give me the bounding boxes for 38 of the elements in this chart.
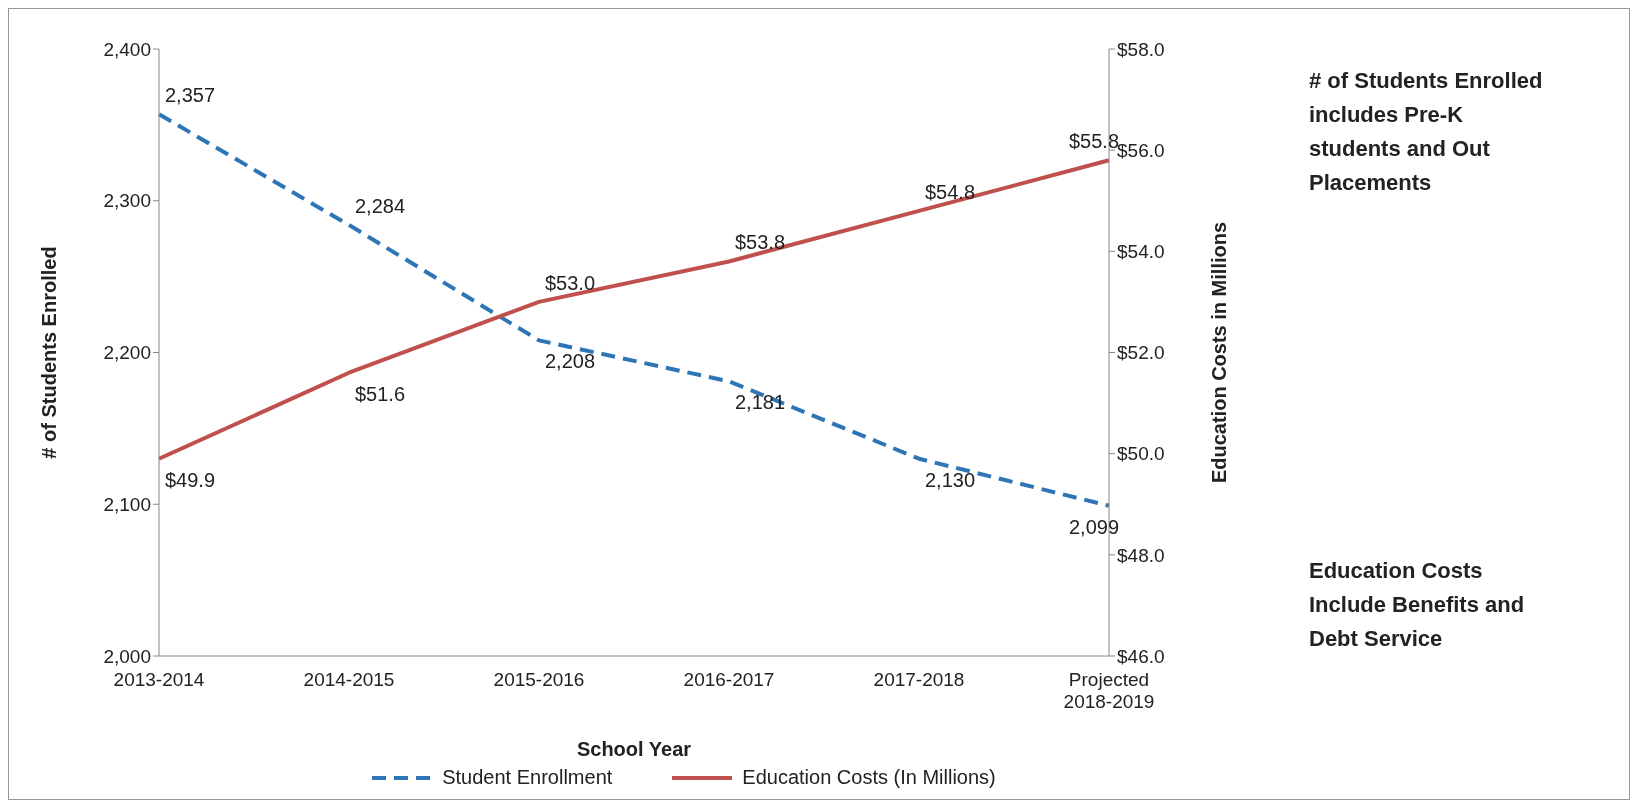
data-label: $49.9	[165, 468, 216, 491]
y2-tick-label: $46.0	[1117, 645, 1165, 667]
data-label: 2,099	[1069, 515, 1120, 538]
y-tick-label: 2,400	[103, 38, 151, 60]
y2-axis-title: Education Costs in Millions	[1208, 221, 1231, 484]
line-series	[157, 158, 1111, 461]
x-axis-title: School Year	[576, 738, 692, 760]
data-label: 2,284	[355, 195, 406, 218]
y2-tick-label: $58.0	[1117, 38, 1165, 60]
data-label: $53.0	[545, 271, 596, 294]
y-axis-title: # of Students Enrolled	[38, 246, 61, 459]
data-label: $53.8	[735, 231, 786, 254]
y2-tick-label: $48.0	[1117, 544, 1165, 566]
x-tick-label: Projected 2018-2019	[1063, 669, 1155, 712]
y-tick-label: 2,300	[103, 190, 151, 212]
data-label: $55.8	[1069, 130, 1120, 153]
x-tick-label: 2016-2017	[683, 669, 775, 690]
data-label: $51.6	[355, 382, 406, 405]
data-label: 2,208	[545, 350, 596, 373]
y2-tick-label: $52.0	[1117, 342, 1165, 364]
legend-label: Education Costs (In Millions)	[741, 766, 996, 789]
x-tick-label: 2017-2018	[873, 669, 965, 690]
data-label: 2,357	[165, 84, 216, 107]
data-label: $54.8	[925, 180, 976, 203]
y2-tick-label: $54.0	[1117, 241, 1165, 263]
x-tick-label: 2014-2015	[303, 669, 395, 690]
x-tick-label: 2015-2016	[493, 669, 585, 690]
y-tick-label: 2,200	[103, 342, 151, 364]
y-tick-label: 2,000	[103, 645, 151, 667]
y2-tick-label: $56.0	[1117, 139, 1165, 161]
y2-tick-label: $50.0	[1117, 443, 1165, 465]
text: # of Students Enrolled includes Pre-K students and Out Placements	[1309, 67, 1544, 197]
y-tick-label: 2,100	[103, 493, 151, 515]
data-label: 2,181	[735, 391, 786, 414]
x-tick-label: 2013-2014	[113, 669, 205, 690]
data-label: 2,130	[925, 468, 976, 491]
text: Education Costs Include Benefits and Debt Service	[1309, 557, 1526, 653]
legend-label: Student Enrollment	[441, 766, 613, 789]
